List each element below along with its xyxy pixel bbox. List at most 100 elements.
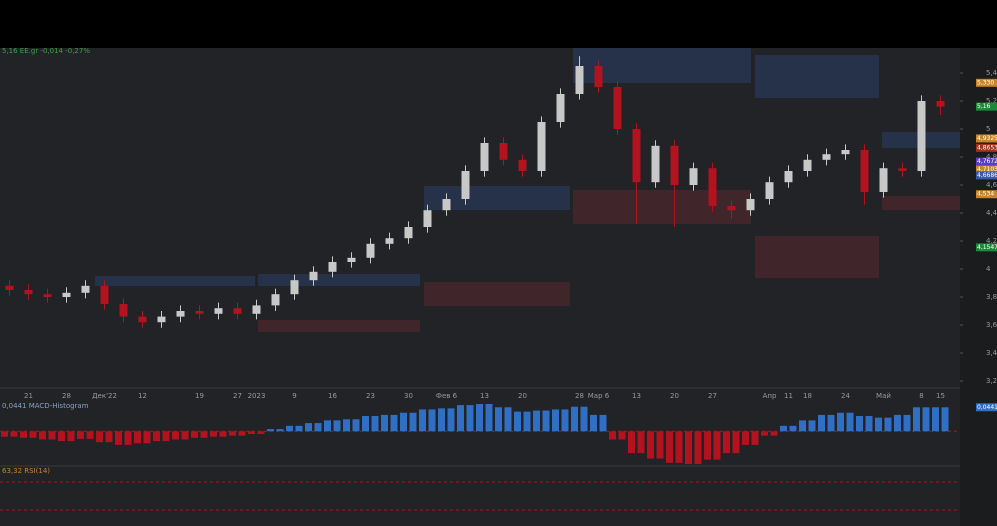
x-tick-label: 20 xyxy=(670,392,679,400)
candle-body xyxy=(556,94,565,122)
macd-bar xyxy=(685,431,692,464)
x-tick-label: Фев 6 xyxy=(436,392,458,400)
price-tag xyxy=(976,102,997,111)
macd-bar xyxy=(286,425,293,432)
candle-body xyxy=(328,262,337,272)
candle-body xyxy=(43,294,52,297)
macd-bar xyxy=(229,431,236,436)
macd-bar xyxy=(381,414,388,432)
macd-bar xyxy=(172,431,179,440)
macd-bar xyxy=(694,431,702,464)
price-tag xyxy=(976,171,997,180)
macd-bar xyxy=(390,414,398,432)
x-tick-label: Апр xyxy=(763,392,777,400)
x-tick-label: Дек'22 xyxy=(92,392,117,400)
macd-bar xyxy=(324,420,331,432)
macd-bar xyxy=(618,431,626,440)
macd-bar xyxy=(542,410,550,432)
macd-bar xyxy=(818,414,825,432)
candle-body xyxy=(632,129,641,183)
macd-bar xyxy=(656,431,664,459)
candle-body xyxy=(214,308,223,314)
macd-bar xyxy=(362,416,369,432)
candle-body xyxy=(442,199,451,211)
macd-bar xyxy=(105,431,113,443)
macd-bar xyxy=(58,431,65,442)
candle-body xyxy=(746,199,755,211)
macd-bar xyxy=(789,425,797,432)
candle-body xyxy=(271,294,280,306)
y-tick-label: 4,6 xyxy=(986,181,997,189)
price-tag-label: 4,1547 xyxy=(977,244,997,251)
price-tag xyxy=(976,190,997,199)
macd-bar xyxy=(457,405,464,432)
candle-body xyxy=(100,285,109,304)
y-tick-label: 5,4 xyxy=(986,69,997,77)
zone xyxy=(755,55,879,98)
candle-body xyxy=(385,238,394,244)
candle-body xyxy=(309,271,318,281)
macd-bar xyxy=(409,412,417,432)
rsi-title: 63,32 RSI(14) xyxy=(2,467,50,475)
candle-body xyxy=(575,66,584,94)
candle-body xyxy=(499,143,508,160)
macd-bar xyxy=(96,431,103,443)
macd-bar xyxy=(504,407,512,432)
macd-bar xyxy=(856,416,863,432)
price-tag xyxy=(976,134,997,143)
candle-body xyxy=(423,210,432,227)
candle-body xyxy=(233,308,242,314)
macd-bar xyxy=(305,423,312,432)
top-bar xyxy=(0,0,997,48)
candle-body xyxy=(822,154,831,160)
candle-body xyxy=(917,101,926,171)
price-tag xyxy=(976,143,997,152)
price-tag-label: 4,7672 xyxy=(977,158,997,165)
y-tick-label: 5 xyxy=(986,125,990,133)
candle-body xyxy=(366,243,375,258)
candle-body xyxy=(5,285,14,290)
y-tick-label: 3,6 xyxy=(986,321,997,329)
instrument-title: 5,16 EE.gr -0,014 -0,27% xyxy=(2,47,90,55)
candle-body xyxy=(727,206,736,211)
y-tick-label: 4,8 xyxy=(986,153,997,161)
macd-bar xyxy=(48,431,56,440)
price-tag xyxy=(976,243,997,252)
macd-bar xyxy=(485,404,493,432)
macd-bar xyxy=(637,431,645,454)
macd-bar xyxy=(219,431,227,437)
y-tick-label: 4 xyxy=(986,265,991,273)
macd-title: 0,0441 MACD-Histogram xyxy=(2,402,89,410)
candle-body xyxy=(613,87,622,129)
candle-body xyxy=(176,311,185,317)
price-tag-label: 4,6686 xyxy=(977,172,997,179)
macd-bar xyxy=(447,408,455,432)
x-tick-label: 2023 xyxy=(248,392,266,400)
macd-tag-label: 0,0441 xyxy=(977,404,997,411)
zones xyxy=(95,48,960,332)
macd-bar xyxy=(257,431,265,434)
price-tag xyxy=(976,157,997,166)
macd-bar xyxy=(267,429,274,432)
candle-body xyxy=(518,159,527,171)
macd-bar xyxy=(808,420,816,432)
macd-bar xyxy=(884,417,892,432)
x-tick-label: 24 xyxy=(841,392,850,400)
y-tick-label: 4,4 xyxy=(986,209,997,217)
candle-body xyxy=(689,168,698,185)
price-tag-label: 5,16 xyxy=(977,103,991,110)
macd-tag xyxy=(976,403,997,412)
candle-body xyxy=(404,227,413,239)
candle-body xyxy=(252,305,261,314)
macd-bar xyxy=(400,412,407,432)
macd-bar xyxy=(115,431,122,445)
macd-bar xyxy=(523,411,531,432)
x-tick-label: 21 xyxy=(24,392,33,400)
macd-bar xyxy=(837,412,844,432)
macd-bar xyxy=(314,423,322,432)
macd-bar xyxy=(20,431,27,438)
candle-body xyxy=(347,257,356,262)
macd-bar xyxy=(438,408,445,432)
macd-bar xyxy=(124,431,132,445)
macd-bar xyxy=(609,431,616,440)
